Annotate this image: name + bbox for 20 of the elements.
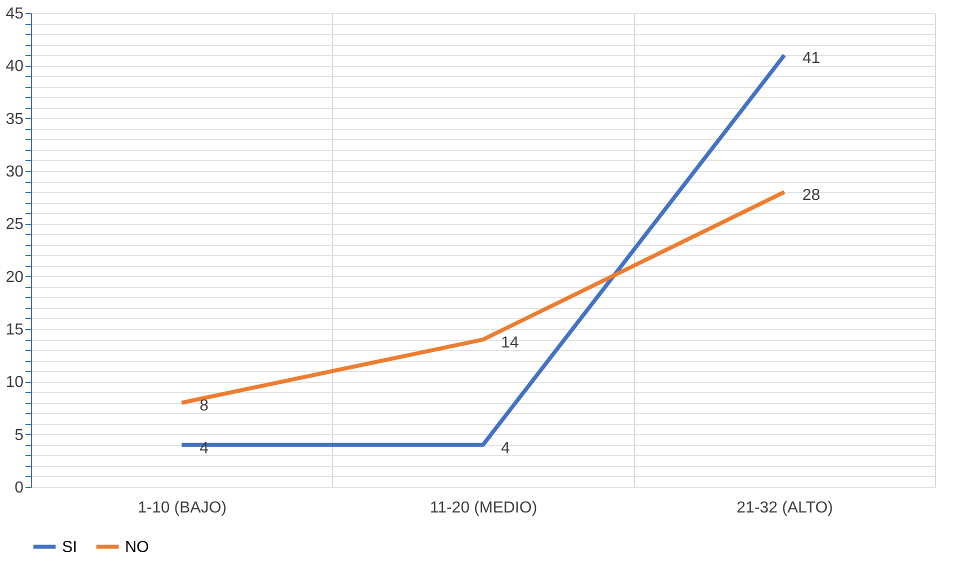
x-tick-label: 21-32 (ALTO) [736, 500, 834, 516]
y-tick-label: 35 [6, 110, 24, 128]
x-tick-label: 11-20 (MEDIO) [430, 500, 538, 516]
y-tick-label: 25 [6, 216, 24, 234]
y-tick-label: 30 [6, 164, 24, 180]
y-tick-label: 10 [6, 374, 24, 392]
y-tick-label: 40 [6, 58, 24, 76]
data-label: 8 [200, 398, 209, 415]
x-tick-label: 1-10 (BAJO) [138, 500, 227, 516]
y-tick-label: 20 [6, 268, 24, 286]
y-tick-label: 15 [6, 322, 24, 338]
y-tick-label: 5 [14, 426, 24, 444]
data-label: 41 [802, 50, 820, 68]
data-label: 4 [501, 440, 510, 457]
y-tick-label: 45 [6, 6, 24, 22]
legend-label: SI [62, 538, 78, 556]
data-label: 14 [501, 334, 519, 352]
y-tick-label: 0 [14, 480, 24, 496]
legend-label: NO [125, 538, 149, 556]
data-label: 28 [802, 187, 820, 204]
